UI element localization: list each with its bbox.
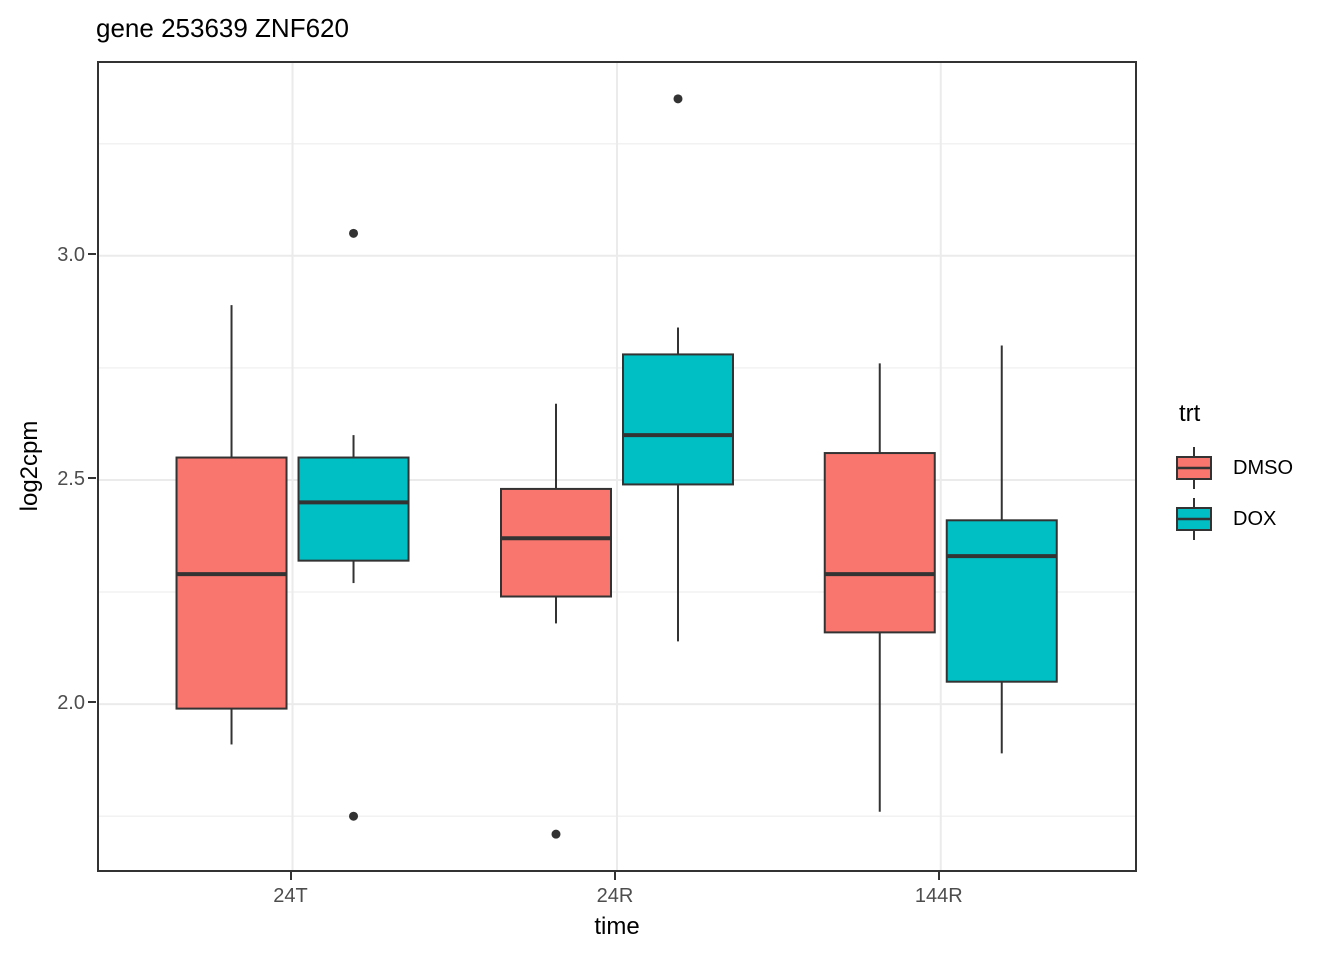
y-tick-label: 3.0 <box>57 243 85 266</box>
legend-key-boxplot-icon <box>1176 498 1212 540</box>
boxplot-dox-144r <box>945 345 1058 754</box>
legend-title: trt <box>1179 400 1201 427</box>
legend-entry-dox: DOX <box>1175 497 1293 541</box>
y-tick-mark <box>88 476 96 479</box>
box-iqr <box>945 519 1058 683</box>
x-tick-label: 24R <box>596 885 634 907</box>
box-iqr <box>622 353 734 486</box>
y-tick-label: 2.0 <box>57 692 85 715</box>
x-tick-label: 24T <box>273 885 308 907</box>
outlier-point <box>349 228 359 238</box>
boxplot-dox-24r <box>622 94 734 642</box>
legend: trt DMSO DOX <box>1175 400 1293 548</box>
box-iqr <box>297 456 410 562</box>
x-tick-label: 144R <box>914 885 963 907</box>
boxplot-dmso-24t <box>175 305 288 745</box>
x-tick-mark <box>937 872 940 880</box>
legend-label-dmso: DMSO <box>1233 456 1293 479</box>
x-tick-mark <box>289 872 292 880</box>
plot-panel <box>97 61 1137 872</box>
y-axis-label: log2cpm <box>16 420 43 512</box>
box-iqr <box>175 456 288 710</box>
boxplot-dox-24t <box>297 228 410 821</box>
y-tick-mark <box>88 252 96 255</box>
outlier-point <box>551 829 561 839</box>
legend-entry-dmso: DMSO <box>1175 446 1293 490</box>
box-iqr <box>500 487 612 598</box>
box-iqr <box>823 452 936 634</box>
outlier-point <box>349 811 359 821</box>
legend-key-boxplot-icon <box>1176 447 1212 489</box>
plot-title: gene 253639 ZNF620 <box>96 13 349 43</box>
x-axis-label: time <box>594 913 640 940</box>
x-tick-mark <box>614 872 616 880</box>
legend-label-dox: DOX <box>1233 507 1277 530</box>
y-tick-mark <box>88 701 96 704</box>
boxplot-canvas <box>99 63 1135 870</box>
boxplot-dmso-24r <box>500 403 612 839</box>
boxplot-dmso-144r <box>823 363 936 812</box>
outlier-point <box>673 94 683 104</box>
y-tick-label: 2.5 <box>57 467 85 490</box>
